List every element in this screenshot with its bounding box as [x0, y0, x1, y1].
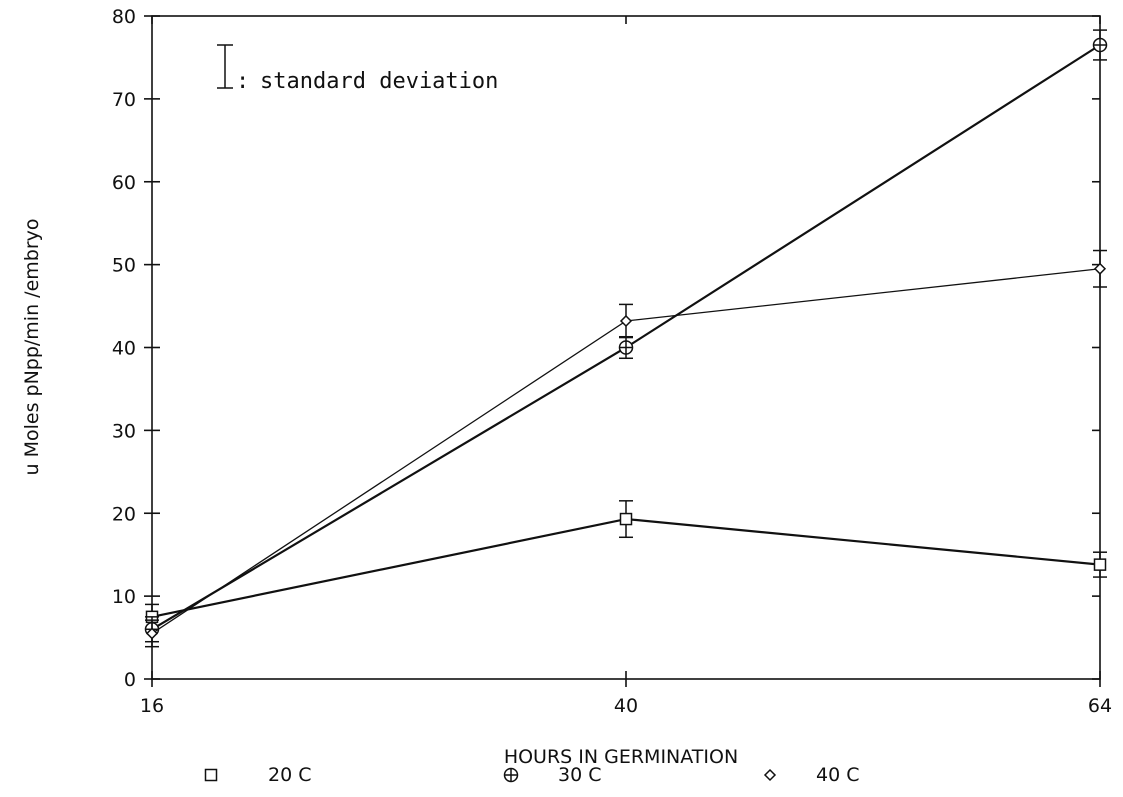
legend-marker [503, 767, 519, 783]
y-tick-label: 0 [124, 669, 136, 691]
legend-label: 40 C [816, 764, 859, 786]
y-tick-label: 10 [112, 586, 136, 608]
x-axis-label: HOURS IN GERMINATION [504, 746, 738, 768]
legend-marker [204, 768, 218, 782]
y-tick-label: 60 [112, 172, 136, 194]
legend-label: 30 C [558, 764, 601, 786]
data-point [1093, 262, 1107, 275]
data-point [619, 314, 633, 328]
series-diamond [145, 249, 1107, 648]
x-axis-ticks: 16 40 64 [140, 16, 1112, 717]
y-tick-label: 50 [112, 255, 136, 277]
y-tick-label: 80 [112, 6, 136, 28]
data-point [1093, 558, 1107, 571]
y-tick-label: 70 [112, 89, 136, 111]
legend-item: 40 C [763, 764, 859, 786]
sd-key-label: standard deviation [260, 69, 498, 94]
x-tick-label: 16 [140, 695, 164, 717]
legend-item: 20 C [204, 764, 311, 786]
y-tick-label: 30 [112, 420, 136, 442]
sd-key-colon: : [236, 69, 249, 94]
data-point [618, 340, 634, 355]
legend: 20 C 30 C 40 C [204, 764, 859, 786]
data-point [619, 512, 633, 526]
x-tick-label: 40 [614, 695, 638, 717]
y-tick-label: 20 [112, 503, 136, 525]
legend-label: 20 C [268, 764, 311, 786]
y-axis-ticks: 0 10 20 30 40 50 60 70 80 [112, 6, 1100, 691]
y-tick-label: 40 [112, 338, 136, 360]
legend-item: 30 C [503, 764, 601, 786]
data-point [1092, 37, 1108, 53]
series-square [145, 500, 1107, 631]
legend-marker [763, 768, 777, 782]
y-axis-label: u Moles pNpp/min /embryo [21, 218, 43, 475]
data-point [145, 627, 159, 640]
x-tick-label: 64 [1088, 695, 1112, 717]
series-layer [144, 29, 1108, 648]
standard-deviation-key: : standard deviation [217, 44, 498, 94]
